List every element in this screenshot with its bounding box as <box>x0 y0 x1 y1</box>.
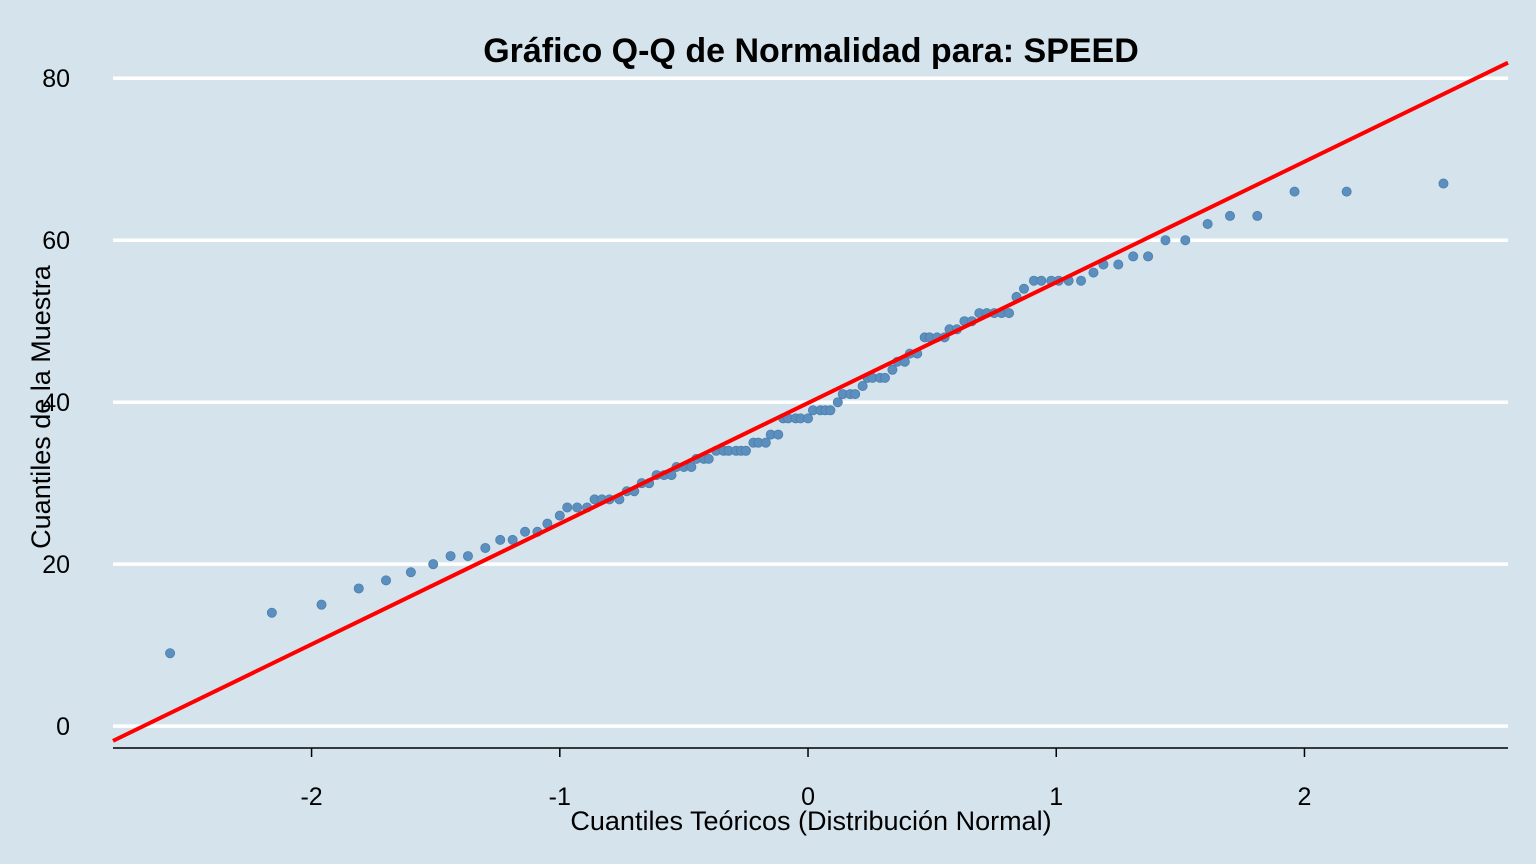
x-tick-label: -1 <box>549 783 571 811</box>
data-point <box>1004 308 1015 319</box>
data-point <box>165 648 176 659</box>
data-point <box>520 526 531 537</box>
data-point <box>1289 186 1300 197</box>
data-point <box>773 429 784 440</box>
data-point <box>1018 283 1029 294</box>
y-tick-label: 60 <box>42 227 70 255</box>
data-point <box>445 551 456 562</box>
data-point <box>740 445 751 456</box>
data-point <box>1143 251 1154 262</box>
y-tick-label: 40 <box>42 389 70 417</box>
data-point <box>887 364 898 375</box>
data-point <box>760 437 771 448</box>
y-axis-ticks: 0 20 40 60 80 <box>42 65 70 741</box>
x-axis-ticks: -2 -1 0 1 2 <box>300 748 1311 811</box>
y-tick-label: 80 <box>42 65 70 93</box>
y-tick-label: 20 <box>42 551 70 579</box>
data-point <box>428 559 439 570</box>
y-tick-label: 0 <box>56 713 70 741</box>
x-tick-label: -2 <box>300 783 322 811</box>
x-tick-label: 2 <box>1298 783 1312 811</box>
data-point <box>1341 186 1352 197</box>
data-point <box>562 502 573 513</box>
data-point <box>1224 210 1235 221</box>
data-point <box>1076 275 1087 286</box>
data-points <box>165 178 1449 659</box>
x-tick-label: 1 <box>1049 783 1063 811</box>
data-point <box>462 551 473 562</box>
data-point <box>703 453 714 464</box>
data-point <box>316 599 327 610</box>
data-point <box>1036 275 1047 286</box>
data-point <box>1088 267 1099 278</box>
x-tick-label: 0 <box>801 783 815 811</box>
data-point <box>353 583 364 594</box>
data-point <box>1438 178 1449 189</box>
data-point <box>686 461 697 472</box>
reference-line <box>112 60 1509 743</box>
data-point <box>1160 235 1171 246</box>
data-point <box>879 372 890 383</box>
data-point <box>554 510 565 521</box>
data-point <box>1113 259 1124 270</box>
data-point <box>803 413 814 424</box>
data-point <box>850 389 861 400</box>
data-point <box>405 567 416 578</box>
data-point <box>832 397 843 408</box>
data-point <box>1252 210 1263 221</box>
data-point <box>495 534 506 545</box>
data-point <box>381 575 392 586</box>
x-axis-title: Cuantiles Teóricos (Distribución Normal) <box>570 806 1051 836</box>
y-axis-title: Cuantiles de la Muestra <box>26 264 56 549</box>
data-point <box>572 502 583 513</box>
data-point <box>857 380 868 391</box>
chart-title: Gráfico Q-Q de Normalidad para: SPEED <box>483 32 1139 70</box>
data-point <box>1180 235 1191 246</box>
data-point <box>1202 219 1213 230</box>
data-point <box>825 405 836 416</box>
data-point <box>480 542 491 553</box>
data-point <box>266 607 277 618</box>
data-point <box>1128 251 1139 262</box>
